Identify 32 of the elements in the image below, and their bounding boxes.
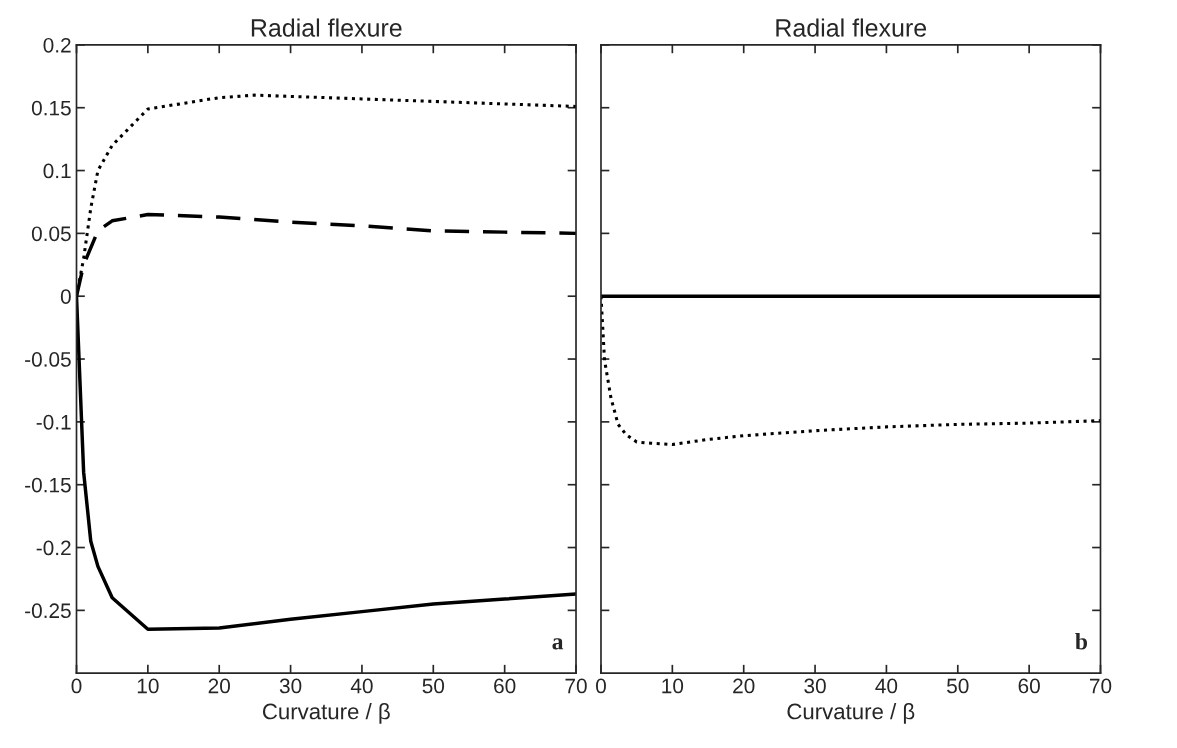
y-tick-label: 0.1 <box>43 163 71 179</box>
x-tick-label: 20 <box>733 678 755 694</box>
x-tick-label: 30 <box>279 678 302 694</box>
x-tick-label: 40 <box>350 678 373 694</box>
x-tick-label: 70 <box>565 678 587 694</box>
y-tick-label: 0.15 <box>31 100 71 116</box>
chart-title: Radial flexure <box>251 18 402 37</box>
y-tick-label: 0 <box>60 289 71 304</box>
x-tick-label: 50 <box>422 678 445 694</box>
x-tick-label: 60 <box>494 678 516 694</box>
annotation: b <box>1075 632 1088 650</box>
chart-title: Radial flexure <box>776 18 927 37</box>
x-tick-label: 40 <box>875 678 898 694</box>
y-tick-label: -0.25 <box>25 603 71 619</box>
y-tick-label: -0.1 <box>36 414 71 430</box>
x-tick-label: 60 <box>1018 678 1040 694</box>
y-tick-label: 0.05 <box>31 226 71 242</box>
x-tick-label: 70 <box>1089 678 1112 694</box>
x-tick-label: 0 <box>71 678 82 694</box>
x-tick-label: 10 <box>662 678 684 694</box>
x-axis-title: Curvature / β <box>787 703 915 724</box>
x-tick-label: 30 <box>804 678 826 694</box>
y-tick-label: -0.05 <box>25 352 71 367</box>
y-tick-label: -0.2 <box>36 540 71 556</box>
x-tick-label: 50 <box>947 678 969 694</box>
y-tick-label: 0.2 <box>43 37 71 53</box>
x-tick-label: 0 <box>596 678 606 694</box>
annotation: a <box>552 638 564 650</box>
x-tick-label: 20 <box>208 678 230 694</box>
x-axis-title: Curvature / β <box>262 703 390 724</box>
x-tick-label: 10 <box>137 678 159 694</box>
y-tick-label: -0.15 <box>25 477 71 493</box>
